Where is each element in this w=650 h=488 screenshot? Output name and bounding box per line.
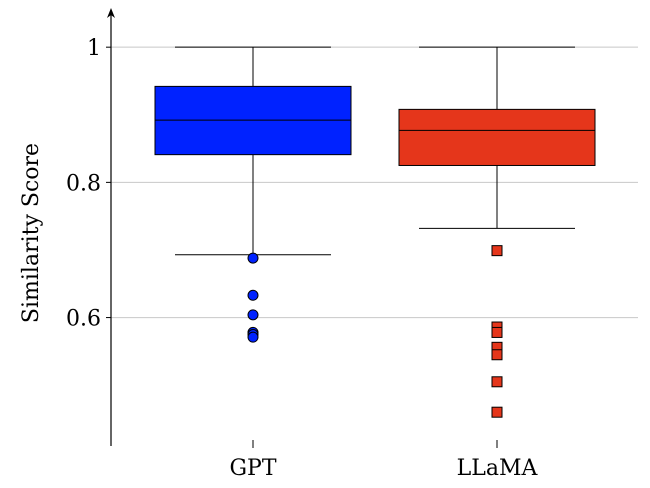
x-ticks: GPT LLaMA bbox=[229, 440, 538, 481]
y-tick-label: 0.6 bbox=[66, 307, 101, 332]
outlier-point bbox=[247, 289, 259, 301]
y-axis-arrow-icon bbox=[107, 8, 115, 18]
iqr-box bbox=[398, 108, 596, 166]
axes bbox=[107, 8, 115, 446]
y-ticks: 0.6 0.8 1 bbox=[66, 36, 111, 332]
y-tick-label: 0.8 bbox=[66, 171, 101, 196]
y-tick-label: 1 bbox=[87, 36, 101, 61]
outlier-point bbox=[247, 309, 259, 321]
x-tick-label: GPT bbox=[229, 456, 276, 481]
outliers bbox=[247, 245, 503, 418]
y-axis-title: Similarity Score bbox=[19, 143, 44, 323]
box-llama bbox=[398, 46, 596, 229]
boxes bbox=[154, 46, 596, 256]
x-tick-label: LLaMA bbox=[457, 456, 539, 481]
outlier-point bbox=[247, 252, 259, 264]
outlier-point bbox=[247, 331, 259, 343]
outlier-point bbox=[491, 349, 503, 361]
outlier-point bbox=[491, 326, 503, 338]
outlier-point bbox=[491, 406, 503, 418]
outlier-point bbox=[491, 376, 503, 388]
outlier-point bbox=[491, 245, 503, 257]
box-gpt bbox=[154, 46, 352, 256]
